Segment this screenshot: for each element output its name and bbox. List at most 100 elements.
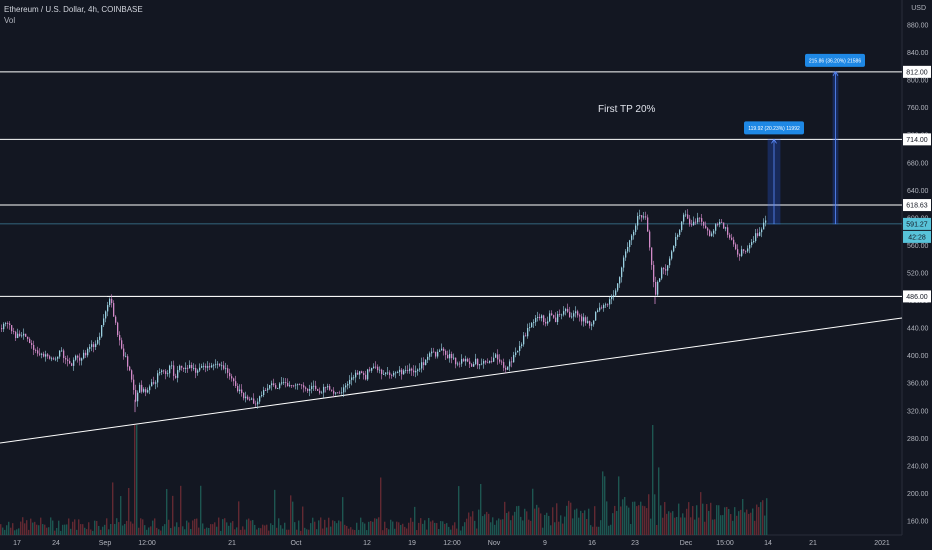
candle-body — [157, 373, 159, 383]
candle-body — [85, 352, 87, 356]
volume-bar — [688, 502, 690, 535]
volume-bar — [174, 526, 176, 535]
volume-bar — [214, 522, 216, 535]
volume-bar — [28, 529, 30, 535]
candle-body — [187, 367, 189, 369]
candle-body — [719, 221, 721, 225]
candle-body — [305, 387, 307, 389]
volume-bar — [80, 524, 82, 535]
volume-bar — [750, 512, 752, 535]
volume-bar — [206, 527, 208, 535]
volume-bar — [434, 522, 436, 535]
candle-body — [139, 384, 141, 393]
volume-bar — [558, 521, 560, 535]
candle-body — [707, 228, 709, 231]
candle-body — [227, 368, 229, 373]
candle-body — [461, 359, 463, 364]
candle-body — [625, 251, 627, 258]
volume-bar — [94, 520, 96, 535]
volume-bar — [616, 510, 618, 535]
candle-body — [511, 361, 513, 363]
candle-body — [289, 385, 291, 387]
volume-bar — [704, 521, 706, 535]
candle-body — [321, 392, 323, 394]
volume-bar — [198, 527, 200, 535]
volume-bar — [372, 521, 374, 535]
candle-body — [611, 295, 613, 300]
volume-bar — [128, 487, 130, 535]
time-tick-label: 14 — [764, 540, 772, 547]
volume-bar — [294, 522, 296, 535]
volume-bar — [154, 518, 156, 535]
volume-bar — [632, 501, 634, 535]
candle-body — [735, 244, 737, 250]
volume-bar — [738, 511, 740, 535]
candle-body — [757, 233, 759, 236]
volume-bar — [134, 425, 136, 535]
candle-body — [521, 344, 523, 346]
volume-bar — [60, 530, 62, 535]
candle-body — [413, 370, 415, 373]
candle-body — [173, 365, 175, 376]
volume-bar — [476, 528, 478, 535]
volume-bar — [342, 497, 344, 535]
candle-body — [267, 388, 269, 391]
volume-bar — [4, 529, 6, 535]
volume-bar — [170, 528, 172, 535]
volume-bar — [646, 508, 648, 535]
volume-bar — [466, 518, 468, 535]
candle-body — [505, 367, 507, 370]
level-price-tag — [903, 65, 931, 78]
volume-bar — [586, 518, 588, 535]
volume-bar — [220, 530, 222, 535]
volume-bar — [244, 529, 246, 535]
volume-bar — [186, 520, 188, 535]
volume-bar — [118, 522, 120, 535]
candle-body — [311, 386, 313, 390]
candle-body — [27, 336, 29, 339]
candle-body — [369, 369, 371, 371]
volume-bar — [396, 521, 398, 535]
volume-bar — [484, 514, 486, 535]
candle-body — [441, 348, 443, 351]
volume-bar — [572, 518, 574, 535]
volume-bar — [542, 527, 544, 535]
candle-body — [453, 357, 455, 359]
volume-bar — [764, 515, 766, 535]
volume-bar — [158, 529, 160, 535]
volume-bar — [322, 528, 324, 535]
candle-body — [571, 316, 573, 318]
volume-bar — [610, 524, 612, 535]
candle-body — [379, 369, 381, 371]
volume-bar — [566, 505, 568, 535]
volume-bar — [668, 511, 670, 535]
candle-body — [711, 233, 713, 236]
time-tick-label: 12 — [363, 540, 371, 547]
candle-body — [393, 372, 395, 376]
volume-bar — [664, 502, 666, 535]
candle-body — [15, 331, 17, 339]
volume-bar — [240, 529, 242, 535]
candle-body — [389, 372, 391, 376]
time-tick-label: Oct — [291, 540, 302, 547]
candle-body — [537, 316, 539, 318]
candle-body — [573, 313, 575, 317]
candle-body — [567, 308, 569, 312]
candle-body — [249, 399, 251, 401]
candle-body — [739, 254, 741, 256]
candle-body — [107, 305, 109, 312]
candle-body — [307, 388, 309, 391]
volume-bar — [442, 521, 444, 535]
candle-body — [405, 370, 407, 371]
candle-body — [271, 383, 273, 386]
candle-body — [499, 359, 501, 362]
candle-body — [243, 393, 245, 399]
candle-body — [251, 398, 253, 400]
volume-bar — [364, 523, 366, 535]
candle-body — [273, 383, 275, 386]
level-price-label: 714.00 — [906, 137, 928, 144]
candle-body — [655, 281, 657, 295]
candle-body — [225, 368, 227, 370]
candle-body — [159, 372, 161, 374]
